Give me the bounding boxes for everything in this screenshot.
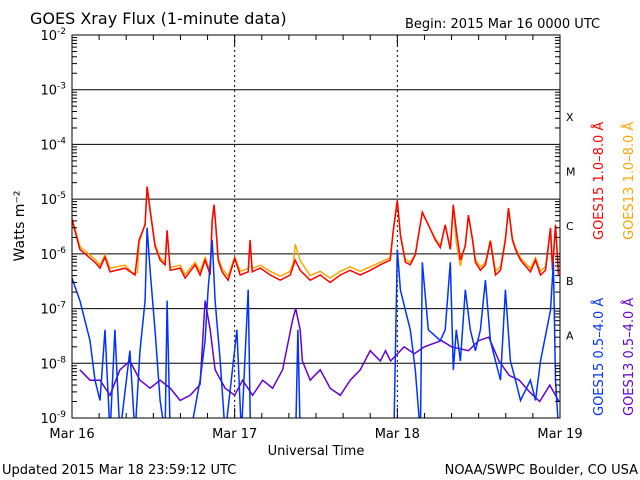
series-layer (72, 186, 560, 418)
x-tick-label: Mar 18 (375, 427, 420, 442)
flare-class-label: B (566, 275, 574, 288)
series-line-goes15-1-0-8-0- (72, 186, 560, 284)
flare-class-label: C (566, 220, 574, 233)
flare-class-label: A (566, 330, 574, 343)
legend-goes13-long: GOES13 1.0–8.0 Å (621, 122, 637, 240)
legend-goes15-short: GOES15 0.5–4.0 Å (591, 298, 607, 416)
y-tick-label: 10-4 (40, 136, 66, 153)
series-line-goes15-0-5-4-0- (72, 227, 559, 418)
flare-class-label: M (566, 166, 576, 179)
legend-goes13-short: GOES13 0.5–4.0 Å (621, 298, 637, 416)
y-tick-label: 10-3 (40, 82, 66, 99)
y-tick-label: 10-7 (40, 301, 66, 318)
x-tick-label: Mar 17 (212, 427, 257, 442)
y-tick-label: 10-8 (40, 355, 66, 372)
x-tick-label: Mar 16 (49, 427, 94, 442)
series-line-goes13-0-5-4-0- (79, 300, 560, 403)
y-axis-label: Watts m⁻² (12, 191, 28, 262)
begin-time: Begin: 2015 Mar 16 0000 UTC (405, 17, 600, 32)
y-tick-label: 10-5 (40, 191, 66, 208)
chart-title: GOES Xray Flux (1-minute data) (30, 9, 287, 28)
y-tick-label: 10-2 (40, 27, 66, 44)
y-tick-label: 10-6 (40, 246, 66, 263)
x-tick-label: Mar 19 (537, 427, 582, 442)
legend-goes15-long: GOES15 1.0–8.0 Å (591, 122, 607, 240)
x-axis-label: Universal Time (268, 444, 365, 459)
credit: NOAA/SWPC Boulder, CO USA (445, 463, 638, 478)
updated-time: Updated 2015 Mar 18 23:59:12 UTC (2, 463, 236, 478)
y-tick-label: 10-9 (40, 410, 66, 427)
flare-class-label: X (566, 111, 574, 124)
